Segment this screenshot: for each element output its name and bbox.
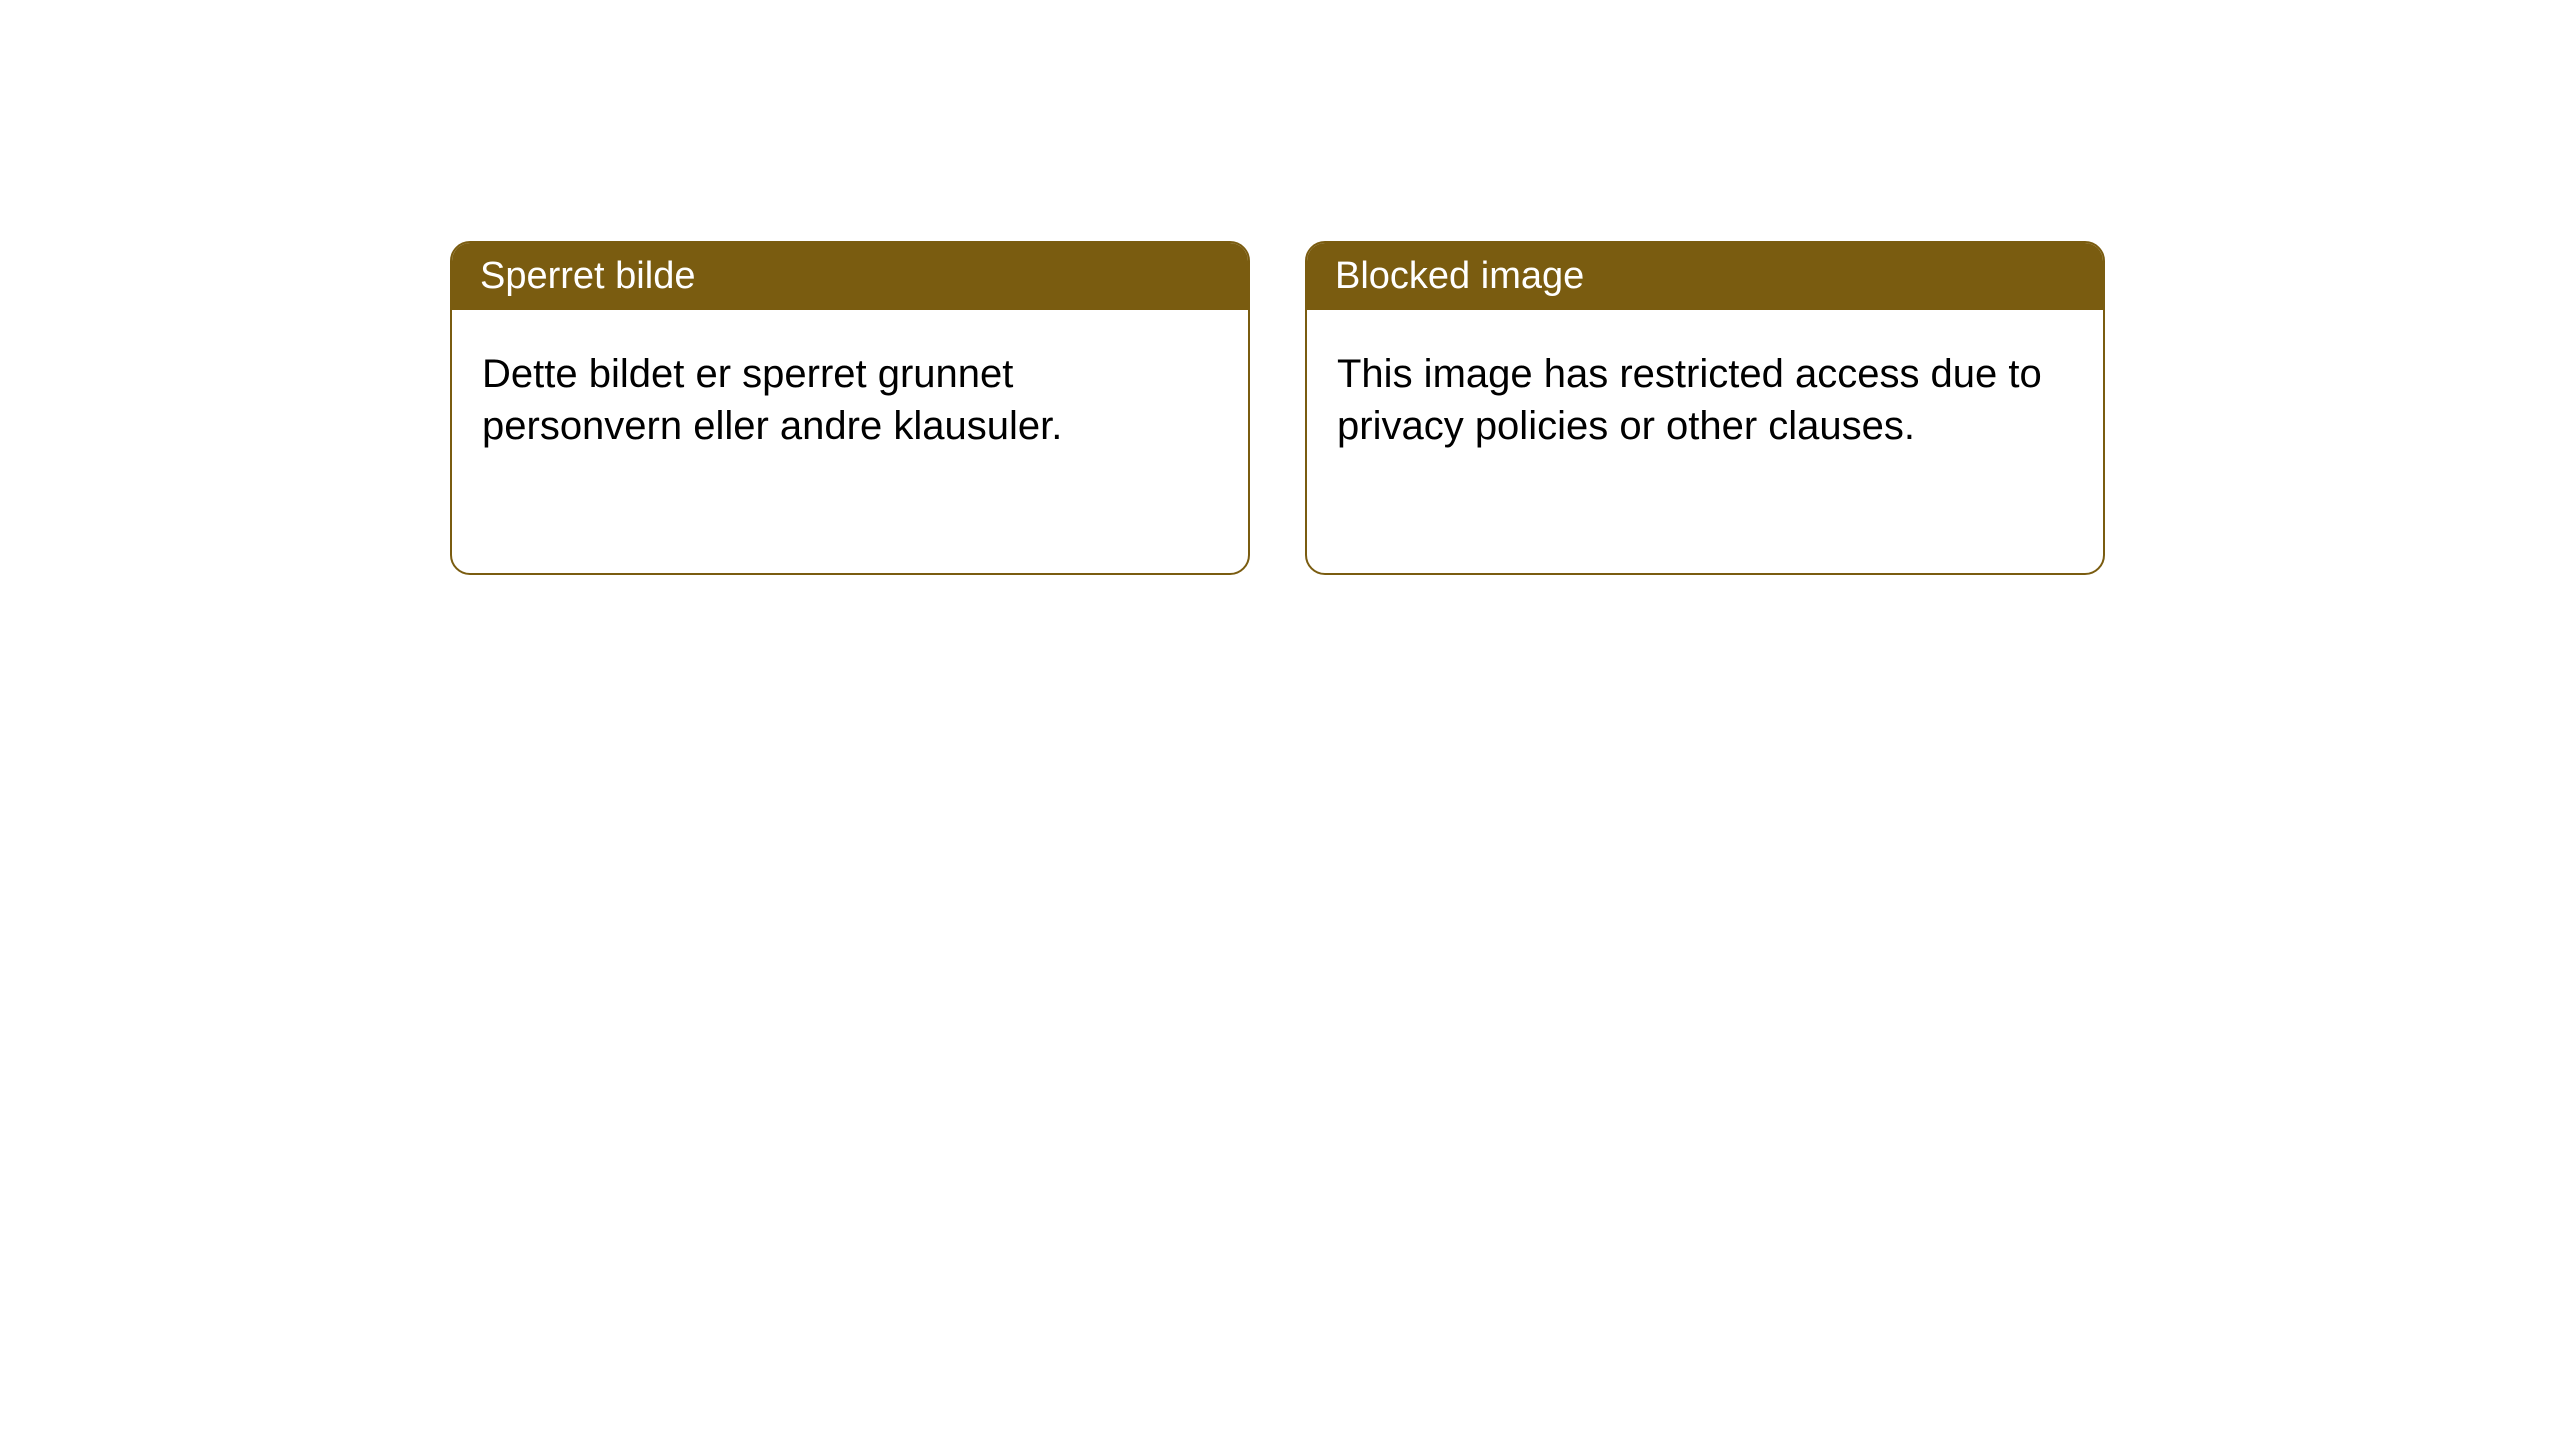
notice-body: This image has restricted access due to … [1307,310,2103,490]
notice-title: Sperret bilde [480,255,695,297]
notice-text: This image has restricted access due to … [1337,352,2042,448]
notice-header: Blocked image [1307,243,2103,310]
notice-text: Dette bildet er sperret grunnet personve… [482,352,1062,448]
notice-card-norwegian: Sperret bilde Dette bildet er sperret gr… [450,241,1250,575]
notice-body: Dette bildet er sperret grunnet personve… [452,310,1248,490]
notice-card-english: Blocked image This image has restricted … [1305,241,2105,575]
notice-container: Sperret bilde Dette bildet er sperret gr… [0,0,2560,575]
notice-title: Blocked image [1335,255,1584,297]
notice-header: Sperret bilde [452,243,1248,310]
